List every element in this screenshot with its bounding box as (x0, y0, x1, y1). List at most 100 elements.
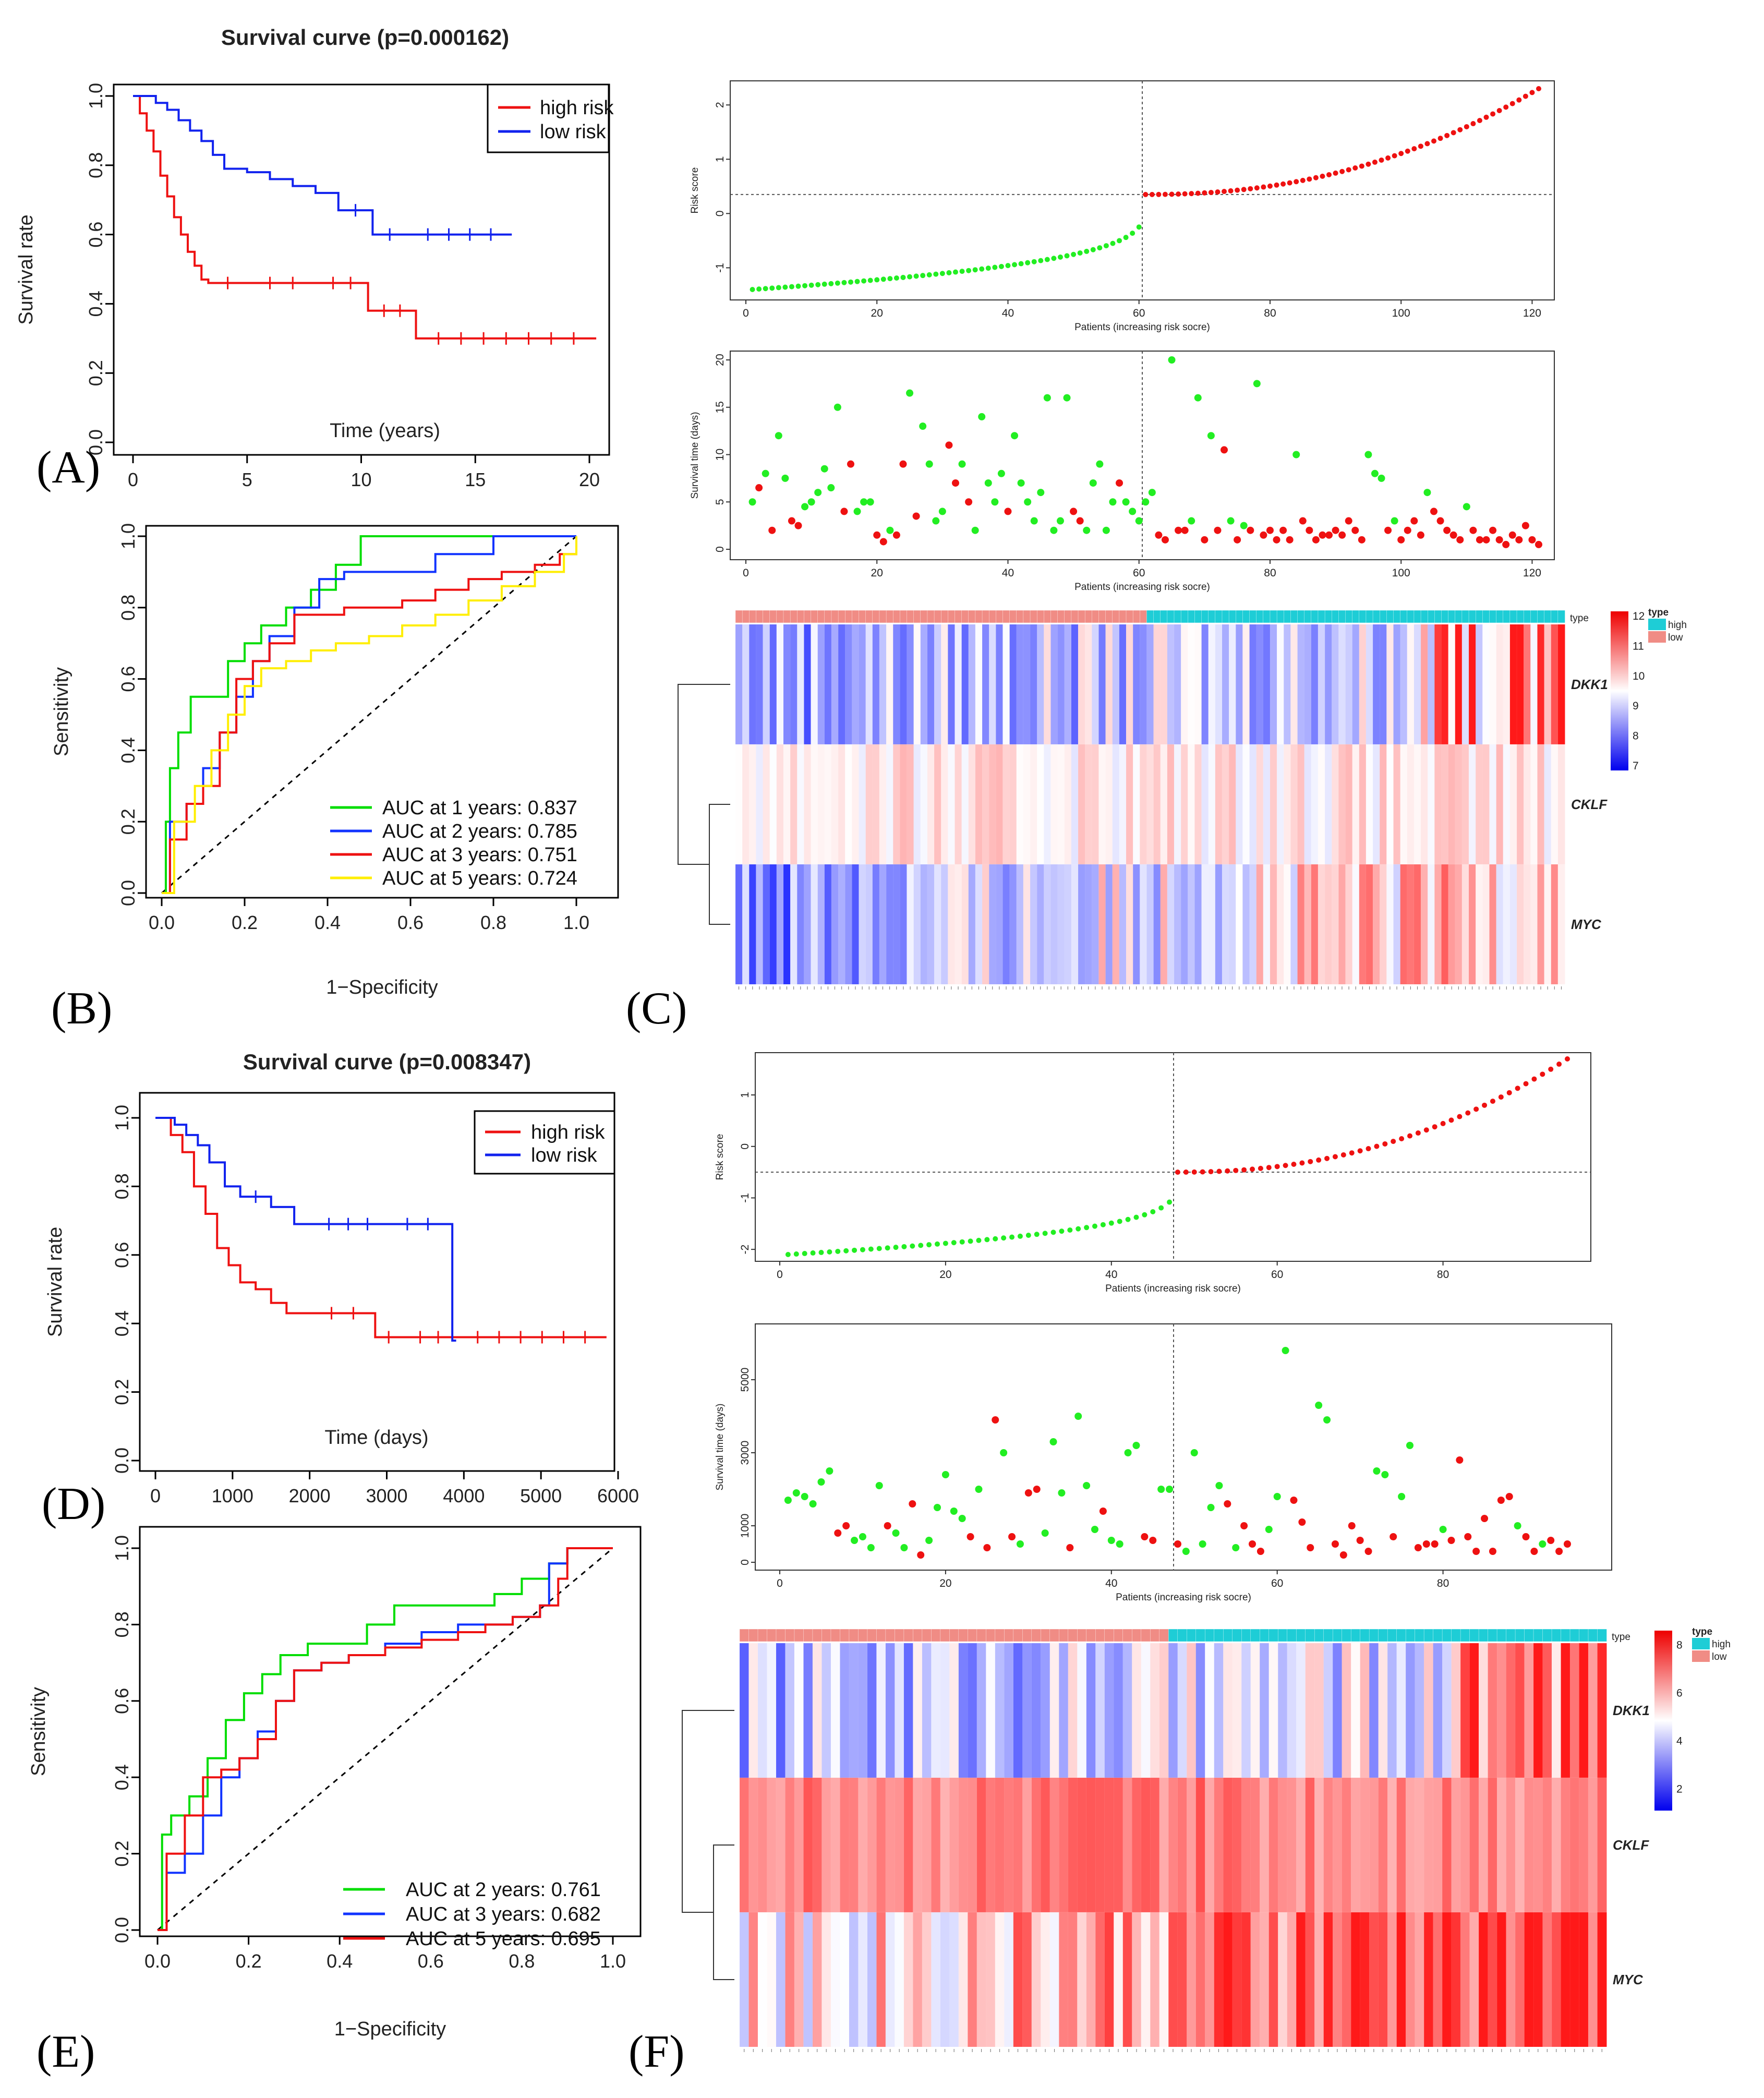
risk-point (1103, 243, 1109, 249)
heatmap-cell (757, 1777, 768, 1913)
heatmap-cell (1037, 624, 1044, 745)
type-cell (1314, 1629, 1324, 1642)
heatmap-cell (1256, 624, 1264, 745)
heatmap-cell (975, 624, 983, 745)
x-tick-label: 40 (1105, 1269, 1117, 1281)
survival-point (1332, 526, 1339, 534)
survival-point (1083, 526, 1091, 534)
heatmap-cell (1455, 744, 1463, 865)
heatmap-cell (976, 1643, 987, 1778)
heatmap-cell (879, 744, 887, 865)
heatmap-cell (1086, 1777, 1096, 1913)
survival-point (847, 460, 854, 468)
survival-point (1194, 394, 1202, 402)
heatmap-cell (1378, 1777, 1388, 1913)
survival-point (919, 423, 927, 430)
type-cell (995, 1629, 1005, 1642)
survival-point (1292, 451, 1300, 459)
heatmap-cell (1441, 744, 1449, 865)
heatmap-cell (783, 864, 791, 985)
heatmap-cell (1503, 744, 1511, 865)
heatmap-cell (1333, 1912, 1343, 2047)
risk-point (815, 282, 821, 287)
heatmap-cell (1215, 624, 1223, 745)
panel-label-F: (F) (629, 2027, 685, 2077)
heatmap-cell (824, 744, 832, 865)
heatmap-cell (1049, 1777, 1059, 1913)
heatmap-cell (1180, 864, 1188, 985)
heatmap-cell (1114, 1912, 1123, 2047)
heatmap-cell (749, 744, 757, 865)
heatmap-cell (1372, 744, 1380, 865)
type-cell (1427, 610, 1435, 623)
heatmap-cell (742, 624, 750, 745)
heatmap-cell (1105, 864, 1113, 985)
survival-point (958, 1515, 966, 1522)
heatmap-cell (1071, 864, 1079, 985)
series-line-0 (162, 535, 576, 894)
heatmap-cell (797, 744, 805, 865)
risk-point (1100, 1222, 1106, 1227)
heatmap-cell (982, 624, 989, 745)
heatmap-cell (1314, 1777, 1324, 1913)
heatmap-cell (903, 1912, 914, 2047)
survival-point (1074, 1413, 1082, 1420)
heatmap-cell (1016, 624, 1024, 745)
type-cell (1228, 610, 1236, 623)
survival-point (1016, 1540, 1024, 1548)
risk-point (1050, 1229, 1056, 1235)
heatmap-cell (1284, 744, 1291, 865)
heatmap-cell (1122, 1777, 1132, 1913)
type-cell (1496, 1629, 1507, 1642)
type-cell (1290, 610, 1298, 623)
risk-point (885, 1245, 890, 1251)
x-tick-label: 0.2 (236, 1950, 262, 1972)
survival-point (1058, 1489, 1066, 1497)
type-cell (1208, 610, 1216, 623)
heatmap-cell (885, 1777, 896, 1913)
type-cell (986, 1629, 996, 1642)
survival-point (1476, 536, 1483, 544)
survival-point (1124, 1449, 1132, 1456)
x-axis-label: 1−Specificity (326, 976, 438, 998)
heatmap-cell (849, 1777, 859, 1913)
risk-point (1150, 1209, 1156, 1215)
heatmap-cell (824, 624, 832, 745)
heatmap-cell (1369, 1912, 1379, 2047)
heatmap-cell (845, 624, 853, 745)
heatmap-cell (1146, 744, 1154, 865)
type-cell (1236, 610, 1243, 623)
survival-point (1099, 1508, 1107, 1515)
risk-point (1274, 182, 1279, 188)
heatmap-cell (1386, 864, 1394, 985)
survival-point (1201, 536, 1209, 544)
survival-point (1168, 356, 1176, 364)
x-tick-label: 0 (777, 1577, 783, 1589)
heatmap-cell (1208, 864, 1216, 985)
heatmap-cell (1057, 744, 1065, 865)
type-cell (1579, 1629, 1589, 1642)
heatmap-cell (989, 624, 996, 745)
type-cell (1188, 610, 1195, 623)
heatmap-cell (1174, 744, 1181, 865)
risk-point (976, 1237, 982, 1243)
heatmap-cell (794, 1912, 804, 2047)
heatmap-cell (876, 1643, 886, 1778)
heatmap-cell (982, 744, 989, 865)
heatmap-cell (1177, 1643, 1187, 1778)
risk-point (1379, 157, 1384, 163)
legend-entry-low: low (1712, 1651, 1727, 1662)
heatmap-cell (907, 744, 914, 865)
type-cell (976, 1629, 987, 1642)
heatmap-cell (1433, 1912, 1443, 2047)
risk-point (1143, 191, 1149, 197)
heatmap-cell (913, 864, 921, 985)
type-cell (1098, 610, 1106, 623)
risk-point (1191, 1169, 1197, 1175)
type-cell (1215, 610, 1223, 623)
heatmap-cell (955, 864, 962, 985)
risk-point (1352, 165, 1358, 171)
type-cell (867, 1629, 877, 1642)
type-cell (1068, 1629, 1078, 1642)
heatmap-cell (961, 864, 969, 985)
